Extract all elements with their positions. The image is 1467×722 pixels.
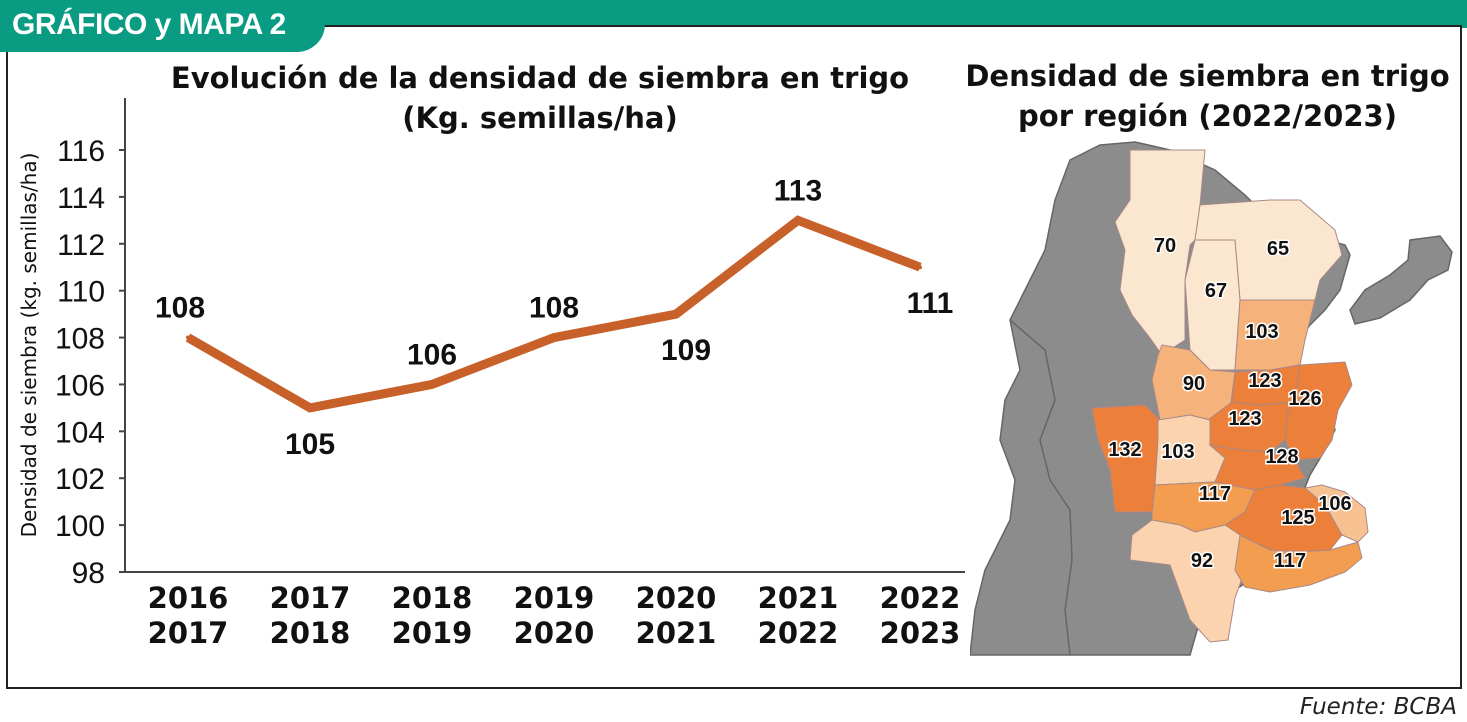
data-point — [796, 218, 800, 223]
map-region-label: 67 — [1205, 280, 1227, 302]
chart-subtitle: (Kg. semillas/ha) — [402, 101, 678, 135]
map-region-label: 117 — [1274, 550, 1306, 572]
map-region-label: 117 — [1199, 483, 1231, 505]
map-gray-misiones — [1349, 235, 1453, 325]
data-label: 105 — [285, 428, 335, 461]
map-region-label: 103 — [1245, 321, 1278, 343]
map-region-label: 128 — [1265, 446, 1298, 468]
map-region-92 — [1129, 519, 1246, 643]
x-tick-label: 2022 — [880, 581, 961, 615]
x-tick-label: 2021 — [758, 581, 839, 615]
x-tick-label: 2021 — [636, 616, 717, 650]
x-tick-label: 2017 — [148, 616, 229, 650]
data-point — [552, 335, 556, 340]
x-tick-label: 2018 — [270, 616, 351, 650]
y-tick-label: 102 — [55, 463, 105, 496]
x-tick-label: 2020 — [636, 581, 717, 615]
map-region-label: 125 — [1281, 507, 1314, 529]
x-tick-label: 2019 — [392, 616, 473, 650]
map-gray-border-line — [1009, 319, 1073, 656]
x-tick-label: 2016 — [148, 581, 229, 615]
data-point — [186, 335, 190, 340]
data-point — [674, 312, 678, 317]
map-region-label: 92 — [1191, 550, 1213, 572]
x-tick-label: 2023 — [880, 616, 961, 650]
data-point — [308, 405, 312, 410]
x-tick-label: 2019 — [514, 581, 595, 615]
map-region-label: 132 — [1108, 439, 1141, 461]
y-tick-label: 110 — [57, 276, 105, 309]
y-tick-label: 108 — [55, 323, 105, 356]
map-region-106 — [1303, 484, 1369, 543]
map-region-117-south — [1234, 534, 1363, 593]
header-tab: GRÁFICO y MAPA 2 — [0, 0, 325, 52]
data-label: 113 — [774, 174, 822, 207]
y-tick-label: 106 — [55, 369, 105, 402]
map-region-label: 103 — [1161, 441, 1194, 463]
map-region-label: 123 — [1248, 370, 1281, 392]
map-region-label: 123 — [1228, 408, 1261, 430]
data-label: 106 — [407, 338, 457, 371]
x-tick-label: 2017 — [270, 581, 351, 615]
map-region-label: 126 — [1288, 388, 1321, 410]
y-tick-label: 116 — [57, 135, 105, 168]
source-note: Fuente: BCBA — [1299, 694, 1457, 720]
y-tick-label: 114 — [57, 182, 105, 215]
map-region-label: 70 — [1154, 235, 1176, 257]
map-region-label: 90 — [1183, 373, 1205, 395]
map-colored-regions — [1091, 149, 1369, 643]
data-label: 109 — [661, 334, 711, 367]
y-tick-label: 98 — [72, 557, 105, 590]
y-tick-label: 104 — [55, 416, 105, 449]
data-point — [430, 382, 434, 387]
data-point — [918, 265, 922, 270]
map-region-67 — [1184, 239, 1241, 371]
x-tick-label: 2018 — [392, 581, 473, 615]
x-tick-label: 2022 — [758, 616, 839, 650]
map-region-label: 65 — [1267, 238, 1289, 260]
map-region-label: 106 — [1318, 493, 1351, 515]
data-label: 108 — [529, 292, 579, 325]
chart-title-line: Evolución de la densidad de siembra en t… — [170, 61, 910, 95]
data-label: 111 — [907, 287, 954, 320]
map-region-128 — [1208, 444, 1306, 491]
line-chart: 9810010210410610811011211411620162017201… — [17, 98, 965, 650]
chart-title: Evolución de la densidad de siembra en t… — [130, 58, 950, 138]
y-tick-label: 112 — [57, 229, 105, 262]
data-label: 108 — [155, 292, 205, 325]
x-tick-label: 2020 — [514, 616, 595, 650]
map-title-line1: Densidad de siembra en trigo — [965, 59, 1450, 93]
map-title: Densidad de siembra en trigo por región … — [965, 56, 1450, 136]
y-tick-label: 100 — [55, 510, 105, 543]
map-title-line2: por región (2022/2023) — [1018, 99, 1397, 133]
y-axis-label: Densidad de siembra (kg. semillas/ha) — [17, 153, 41, 538]
header-tag: GRÁFICO y MAPA 2 — [12, 8, 286, 41]
